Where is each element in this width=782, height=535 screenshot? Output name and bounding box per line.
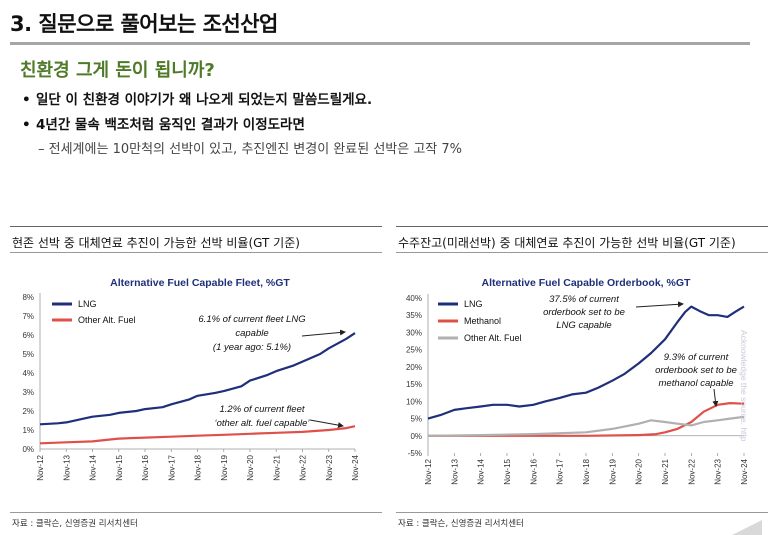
x-tick-label: Nov-17 <box>556 458 565 484</box>
annotation-text: 6.1% of current fleet LNG <box>198 314 305 325</box>
panel-left-source-rule <box>10 512 382 513</box>
y-tick-label: 4% <box>22 369 34 378</box>
series-line-3 <box>427 415 745 437</box>
x-tick-label: Nov-22 <box>687 458 696 484</box>
legend-label: Other Alt. Fuel <box>78 315 136 325</box>
y-tick-label: 10% <box>406 397 422 406</box>
x-tick-label: Nov-19 <box>220 454 229 480</box>
panel-right-source: 자료 : 클락슨, 신영증권 리서치센터 <box>398 519 524 529</box>
x-tick-label: Nov-20 <box>246 454 255 480</box>
panel-right-caption-rule <box>396 252 768 253</box>
x-tick-label: Nov-16 <box>141 454 150 480</box>
x-tick-label: Nov-18 <box>582 458 591 484</box>
x-tick-label: Nov-21 <box>661 458 670 484</box>
chart-title: Alternative Fuel Capable Orderbook, %GT <box>482 277 691 289</box>
sub-bullet: – 전세계에는 10만척의 선박이 있고, 추진엔진 변경이 완료된 선박은 고… <box>38 142 463 157</box>
y-tick-label: 3% <box>22 388 34 397</box>
y-tick-label: 0% <box>22 445 34 454</box>
x-tick-label: Nov-14 <box>89 454 98 480</box>
series-line-2 <box>39 425 356 445</box>
source-watermark: Acknowledge the source. http <box>739 330 749 442</box>
page-title: 3. 질문으로 풀어보는 조선산업 <box>10 12 278 36</box>
panel-right-top-rule <box>396 226 768 227</box>
fleet-chart: Alternative Fuel Capable Fleet, %GT 0% 1% 2… <box>22 277 360 481</box>
x-tick-label: Nov-22 <box>299 454 308 480</box>
x-tick-label: Nov-16 <box>529 458 538 484</box>
bullet-marker: • <box>22 117 31 133</box>
series-line-2 <box>428 402 745 437</box>
x-tick-label: Nov-12 <box>36 454 45 480</box>
panel-left-caption-rule <box>10 252 382 253</box>
orderbook-chart: Alternative Fuel Capable Orderbook, %GT -… <box>406 277 749 485</box>
annotation-text: orderbook set to be <box>543 307 625 318</box>
x-tick-label: Nov-23 <box>325 454 334 480</box>
x-tick-label: Nov-15 <box>503 458 512 484</box>
x-tick-label: Nov-18 <box>194 454 203 480</box>
panel-left-caption: 현존 선박 중 대체연료 추진이 가능한 선박 비율(GT 기준) <box>12 236 300 250</box>
bullet-text: 4년간 물속 백조처럼 움직인 결과가 이정도라면 <box>36 117 305 133</box>
legend-label: Other Alt. Fuel <box>464 333 522 343</box>
bullet-text: 일단 이 친환경 이야기가 왜 나오게 되었는지 말씀드릴게요. <box>36 92 373 108</box>
panel-right-caption: 수주잔고(미래선박) 중 대체연료 추진이 가능한 선박 비율(GT 기준) <box>398 236 736 250</box>
watermark-text: Acknowledge the source. http <box>739 330 749 442</box>
title-divider <box>10 42 750 45</box>
x-tick-label: Nov-13 <box>62 454 71 480</box>
y-tick-label: 5% <box>22 350 34 359</box>
x-tick-label: Nov-23 <box>714 458 723 484</box>
section-subtitle: 친환경 그게 돈이 됩니까? <box>20 60 215 81</box>
bullet-marker: • <box>22 92 31 108</box>
annotation-arrow <box>309 419 344 429</box>
y-tick-label: 8% <box>22 293 34 302</box>
annotation-text: 1.2% of current fleet <box>219 404 304 415</box>
legend-label: Methanol <box>464 316 501 326</box>
annotation-text: (1 year ago: 5.1%) <box>213 342 291 353</box>
panel-left-top-rule <box>10 226 382 227</box>
x-tick-label: Nov-21 <box>272 454 281 480</box>
annotation-text: ‘other alt. fuel capable’ <box>214 418 310 429</box>
bullet-item-2: • 4년간 물속 백조처럼 움직인 결과가 이정도라면 <box>22 113 305 133</box>
annotation-text: LNG capable <box>556 320 611 331</box>
x-tick-label: Nov-17 <box>167 454 176 480</box>
bullet-item-1: • 일단 이 친환경 이야기가 왜 나오게 되었는지 말씀드릴게요. <box>22 88 372 108</box>
x-tick-label: Nov-14 <box>477 458 486 484</box>
chart-title: Alternative Fuel Capable Fleet, %GT <box>110 277 290 289</box>
y-tick-label: 2% <box>22 407 34 416</box>
page-corner-decoration <box>732 520 762 535</box>
x-tick-label: Nov-13 <box>450 458 459 484</box>
annotation-arrow <box>301 329 346 337</box>
annotation-text: capable <box>235 328 268 339</box>
annotation-arrow <box>712 388 719 407</box>
legend-label: LNG <box>78 299 97 309</box>
x-tick-label: Nov-20 <box>635 458 644 484</box>
y-tick-label: -5% <box>408 449 422 458</box>
y-tick-label: 20% <box>406 363 422 372</box>
y-tick-label: 1% <box>22 426 34 435</box>
y-tick-label: 7% <box>22 312 34 321</box>
x-tick-label: Nov-24 <box>740 458 749 484</box>
series-line-1 <box>427 305 745 420</box>
panel-left-source: 자료 : 클락슨, 신영증권 리서치센터 <box>12 519 138 529</box>
annotation-arrow <box>635 301 684 308</box>
x-tick-label: Nov-19 <box>608 458 617 484</box>
annotation-text: orderbook set to be <box>655 365 737 376</box>
y-tick-label: 35% <box>406 311 422 320</box>
x-tick-label: Nov-12 <box>424 458 433 484</box>
annotation-text: 37.5% of current <box>549 294 619 305</box>
annotation-text: 9.3% of current <box>664 352 729 363</box>
x-tick-label: Nov-24 <box>351 454 360 480</box>
x-tick-label: Nov-15 <box>115 454 124 480</box>
y-tick-label: 25% <box>406 346 422 355</box>
y-tick-label: 5% <box>410 415 422 424</box>
y-tick-label: 15% <box>406 380 422 389</box>
legend-label: LNG <box>464 299 483 309</box>
series-line-1 <box>39 332 356 426</box>
annotation-text: methanol capable <box>659 378 734 389</box>
y-tick-label: 40% <box>406 294 422 303</box>
y-tick-label: 6% <box>22 331 34 340</box>
y-tick-label: 30% <box>406 328 422 337</box>
panel-right-source-rule <box>396 512 768 513</box>
y-tick-label: 0% <box>410 432 422 441</box>
